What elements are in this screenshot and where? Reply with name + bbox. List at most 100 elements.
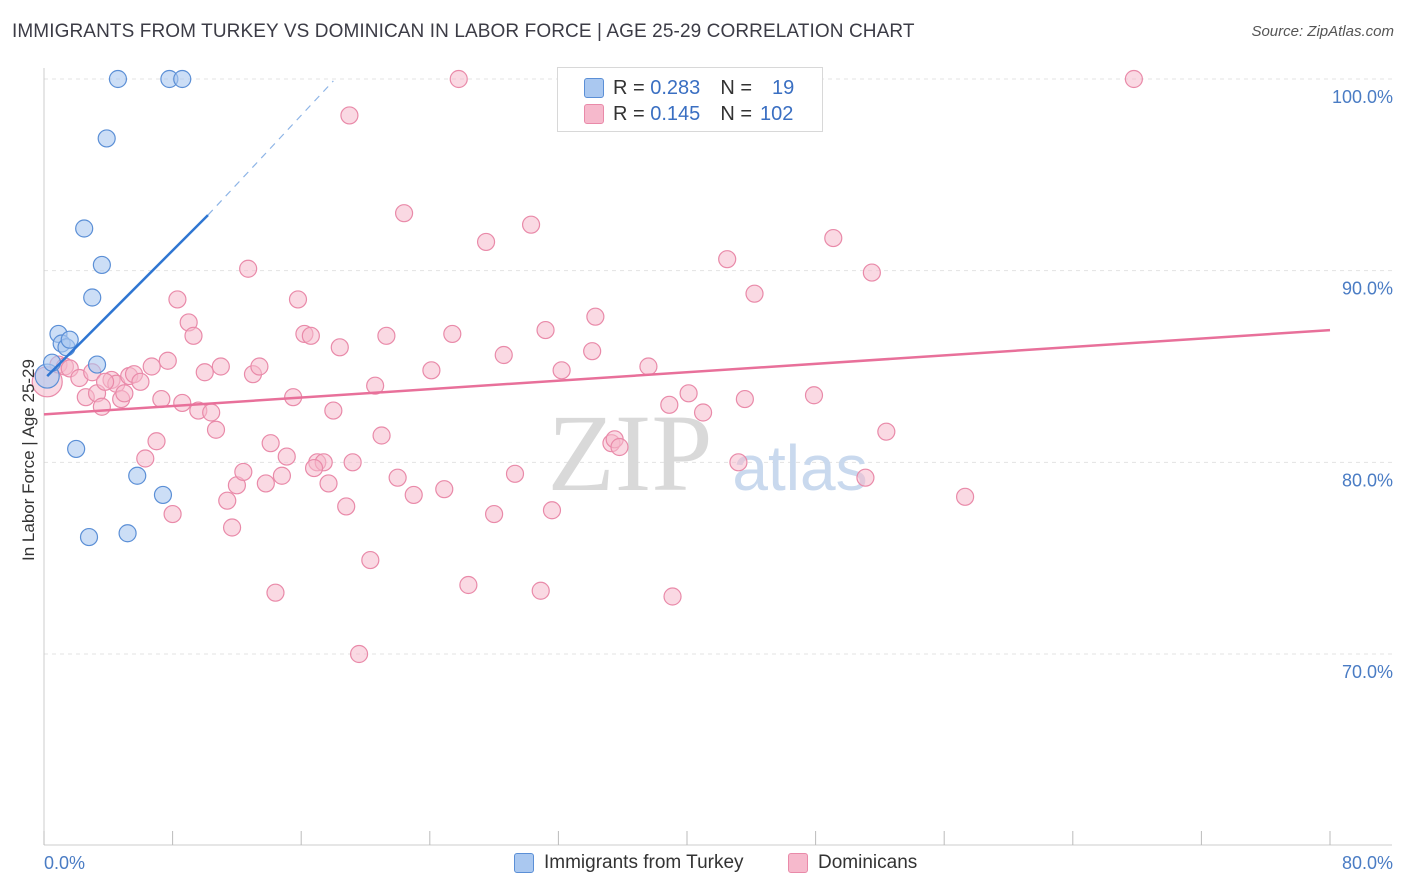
dominicans-point xyxy=(266,583,285,602)
dominicans-point xyxy=(330,338,349,357)
dominicans-point xyxy=(476,232,496,252)
y-tick-label: 100.0% xyxy=(1332,87,1393,107)
dominicans-point xyxy=(211,357,230,376)
legend-n-value-turkey: 19 xyxy=(772,76,795,99)
dominicans-point xyxy=(218,491,237,510)
legend-r-value-dominicans: 0.145 xyxy=(650,102,701,125)
dominicans-point xyxy=(485,504,504,524)
source-label: Source: ZipAtlas.com xyxy=(1251,23,1394,40)
dominicans-point xyxy=(261,434,280,453)
dominicans-point xyxy=(158,351,177,370)
turkey-trendline xyxy=(46,214,209,377)
legend-n-label: N = xyxy=(720,76,752,99)
dominicans-point xyxy=(536,320,555,340)
dominicans-point xyxy=(173,393,192,413)
dominicans-point xyxy=(494,345,513,365)
turkey-point xyxy=(67,439,86,459)
turkey-point xyxy=(83,288,102,307)
dominicans-point xyxy=(343,453,362,472)
dominicans-point xyxy=(586,307,605,326)
dominicans-point xyxy=(131,372,150,391)
dominicans-point xyxy=(239,259,258,278)
dominicans-point xyxy=(115,384,134,403)
dominicans-point xyxy=(663,587,682,606)
dominicans-point xyxy=(337,497,356,516)
legend-label-dominicans: Dominicans xyxy=(818,852,918,873)
dominicans-point xyxy=(745,284,764,303)
dominicans-point xyxy=(679,384,698,403)
legend-swatch-dominicans xyxy=(584,104,604,124)
dominicans-point xyxy=(272,466,292,485)
dominicans-point xyxy=(92,397,111,416)
turkey-point xyxy=(75,219,94,238)
dominicans-point xyxy=(856,468,875,487)
watermark-zip: ZIP xyxy=(548,392,713,514)
dominicans-point xyxy=(449,69,468,89)
dominicans-point xyxy=(324,401,343,420)
turkey-point xyxy=(92,255,111,275)
x-tick-label: 0.0% xyxy=(44,853,85,873)
legend-r-label: R = xyxy=(613,76,645,99)
legend-swatch-turkey xyxy=(514,853,534,873)
dominicans-point xyxy=(521,215,541,234)
dominicans-point xyxy=(693,403,713,422)
legend-label-turkey: Immigrants from Turkey xyxy=(544,852,744,873)
dominicans-point xyxy=(163,504,182,524)
dominicans-point xyxy=(660,395,679,414)
legend-row-turkey: R = 0.283 N = 19 xyxy=(584,76,794,100)
dominicans-points xyxy=(31,69,1143,664)
legend-n-label: N = xyxy=(720,102,752,125)
dominicans-point xyxy=(542,501,562,520)
y-axis-label: In Labor Force | Age 25-29 xyxy=(19,359,38,561)
legend-swatch-turkey xyxy=(584,78,604,98)
dominicans-point xyxy=(136,449,155,468)
turkey-point xyxy=(79,527,99,547)
legend-r-value-turkey: 0.283 xyxy=(650,76,701,99)
dominicans-point xyxy=(301,326,320,345)
dominicans-point xyxy=(729,453,748,472)
dominicans-point xyxy=(184,326,203,345)
dominicans-point xyxy=(804,386,824,405)
dominicans-point xyxy=(877,422,896,441)
trendlines xyxy=(43,80,1331,416)
dominicans-point xyxy=(361,550,380,570)
dominicans-point xyxy=(443,324,462,344)
dominicans-point xyxy=(152,389,171,409)
dominicans-point xyxy=(824,228,843,248)
turkey-point xyxy=(153,485,173,505)
dominicans-point xyxy=(388,468,407,487)
dominicans-point xyxy=(195,363,214,382)
y-tick-label: 70.0% xyxy=(1342,662,1393,682)
turkey-point xyxy=(173,69,192,89)
dominicans-point xyxy=(234,462,253,482)
dominicans-point xyxy=(377,326,396,345)
dominicans-point xyxy=(422,361,441,380)
dominicans-point xyxy=(639,357,658,376)
dominicans-point xyxy=(1124,69,1143,89)
y-tick-label: 80.0% xyxy=(1342,470,1393,490)
turkey-point xyxy=(108,69,128,89)
dominicans-point xyxy=(505,464,525,483)
axes xyxy=(43,68,1392,846)
turkey-point xyxy=(128,466,147,485)
dominicans-point xyxy=(610,437,629,457)
dominicans-point xyxy=(319,474,338,493)
dominicans-point xyxy=(718,250,737,269)
dominicans-point xyxy=(168,290,187,309)
dominicans-trendline xyxy=(43,328,1331,416)
dominicans-point xyxy=(340,106,359,125)
series-legend: Immigrants from Turkey Dominicans xyxy=(0,852,1406,878)
legend-item-turkey[interactable]: Immigrants from Turkey xyxy=(514,852,744,874)
legend-r-label: R = xyxy=(613,102,645,125)
dominicans-point xyxy=(394,204,414,223)
dominicans-point xyxy=(552,361,571,380)
x-tick-label: 80.0% xyxy=(1342,853,1393,873)
dominicans-point xyxy=(862,263,881,282)
tick-labels: 70.0% 80.0% 90.0% 100.0% 0.0% 80.0% xyxy=(44,87,1393,873)
dominicans-point xyxy=(256,474,275,493)
dominicans-point xyxy=(583,342,602,361)
correlation-legend: R = 0.283 N = 19 R = 0.145 N = 102 xyxy=(557,67,823,132)
dominicans-point xyxy=(349,644,369,664)
legend-item-dominicans[interactable]: Dominicans xyxy=(788,852,917,874)
